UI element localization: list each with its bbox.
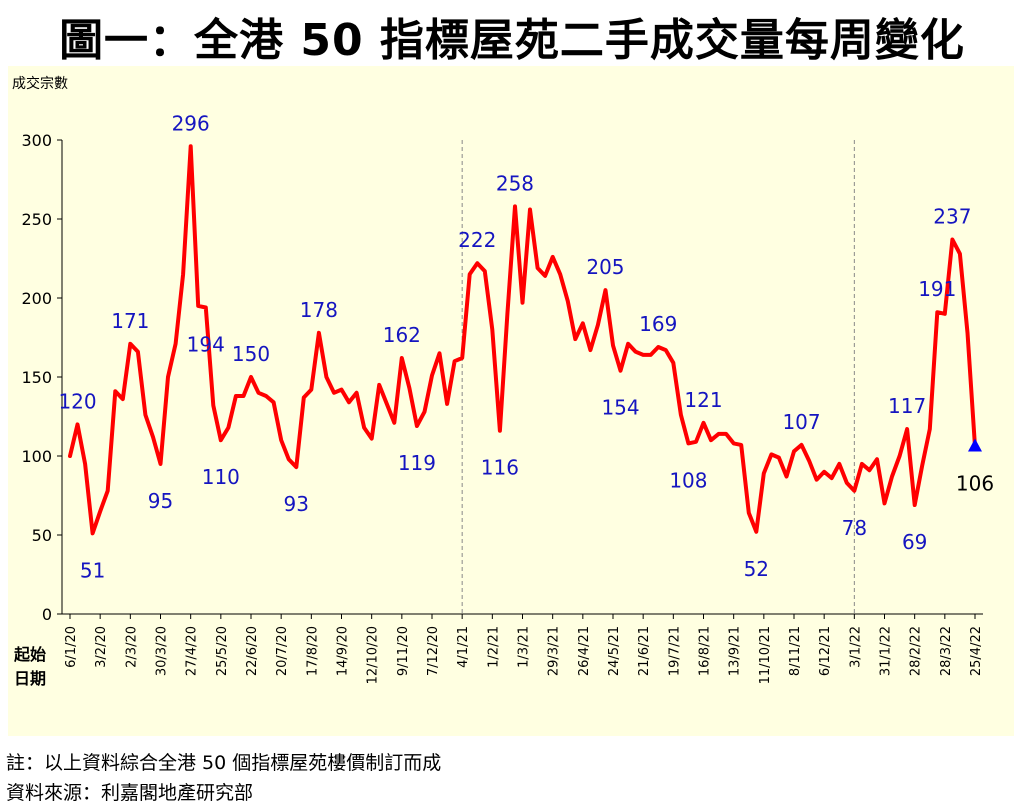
y-tick-label: 100 [21, 447, 52, 466]
data-label: 194 [187, 332, 225, 356]
x-tick-label: 12/10/20 [366, 626, 381, 684]
x-tick-label: 19/7/21 [667, 626, 682, 676]
data-label: 178 [300, 298, 338, 322]
x-tick-label: 28/3/22 [939, 626, 954, 676]
data-label: 150 [232, 342, 270, 366]
x-tick-label: 28/2/22 [909, 626, 924, 676]
y-axis-label: 成交宗數 [12, 75, 68, 92]
data-label: 119 [398, 451, 436, 475]
data-label: 205 [586, 255, 624, 279]
chart-panel: 成交宗數起始日期 0 50 100 150 200 250 300 6/1/20 3/2/20 2/… [8, 66, 1014, 736]
data-label: 110 [202, 465, 240, 489]
data-label: 116 [481, 456, 519, 480]
x-tick-label: 13/9/21 [728, 626, 743, 676]
y-tick-label: 250 [21, 210, 52, 229]
x-tick-label: 29/3/21 [547, 626, 562, 676]
data-label: 52 [744, 557, 769, 581]
footnote-note: 註：以上資料綜合全港 50 個指標屋苑樓價制訂而成 [6, 752, 442, 774]
x-tick-label: 3/2/20 [94, 626, 109, 668]
x-axis-label-line2: 日期 [14, 669, 46, 688]
data-label: 296 [172, 111, 210, 135]
footnote-source: 資料來源：利嘉閣地產研究部 [6, 782, 254, 804]
x-tick-label: 4/1/21 [456, 626, 471, 668]
x-tick-label: 9/11/20 [396, 626, 411, 676]
x-tick-label: 22/6/20 [245, 626, 260, 676]
data-label: 169 [639, 312, 677, 336]
data-label: 191 [918, 277, 956, 301]
data-label: 222 [458, 228, 496, 252]
y-tick-label: 0 [42, 605, 52, 624]
x-tick-label: 7/12/20 [426, 626, 441, 676]
x-tick-label: 30/3/20 [155, 626, 170, 676]
data-label: 108 [669, 468, 707, 492]
x-tick-label: 31/1/22 [879, 626, 894, 676]
data-labels: 120 51 171 95 296 194 110 150 93 178 162 119 222 116 2… [58, 111, 994, 582]
data-label: 107 [782, 410, 820, 434]
y-tick-label: 50 [32, 526, 52, 545]
data-label: 78 [842, 516, 867, 540]
x-tick-label: 21/6/21 [637, 626, 652, 676]
x-tick-label: 3/1/22 [848, 626, 863, 668]
x-tick-label: 20/7/20 [275, 626, 290, 676]
x-tick-label: 11/10/21 [758, 626, 773, 684]
x-tick-label: 6/1/20 [64, 626, 79, 668]
page-title: 圖一：全港 50 指標屋苑二手成交量每周變化 [59, 15, 965, 66]
x-tick-label: 8/11/21 [788, 626, 803, 676]
data-label: 258 [496, 171, 534, 195]
x-tick-label: 2/3/20 [124, 626, 139, 668]
data-label: 106 [956, 472, 994, 496]
data-label: 121 [684, 388, 722, 412]
x-tick-label: 25/4/22 [969, 626, 984, 676]
x-tick-label: 1/2/21 [486, 626, 501, 668]
data-label: 95 [148, 489, 173, 513]
x-tick-label: 24/5/21 [607, 626, 622, 676]
y-tick-label: 300 [21, 131, 52, 150]
year-dividers [461, 140, 855, 614]
x-tick-label: 26/4/21 [577, 626, 592, 676]
data-label: 51 [80, 558, 105, 582]
x-tick-label: 27/4/20 [185, 626, 200, 676]
data-label: 162 [383, 323, 421, 347]
y-tick-label: 150 [21, 368, 52, 387]
series-line-transactions [68, 144, 977, 536]
data-label: 120 [58, 389, 96, 413]
x-tick-label: 17/8/20 [305, 626, 320, 676]
data-label: 237 [933, 205, 971, 229]
x-axis-label-line1: 起始 [13, 645, 46, 664]
x-tick-label: 14/9/20 [336, 626, 351, 676]
data-label: 69 [902, 530, 927, 554]
data-label: 93 [284, 492, 309, 516]
x-tick-label: 1/3/21 [517, 626, 532, 668]
data-label: 117 [888, 394, 926, 418]
data-label: 154 [601, 396, 639, 420]
series [68, 144, 982, 536]
x-tick-label: 25/5/20 [215, 626, 230, 676]
last-point-marker [968, 438, 982, 452]
x-tick-label: 6/12/21 [818, 626, 833, 676]
x-tick-label: 16/8/21 [698, 626, 713, 676]
data-label: 171 [111, 309, 149, 333]
y-tick-label: 200 [21, 289, 52, 308]
